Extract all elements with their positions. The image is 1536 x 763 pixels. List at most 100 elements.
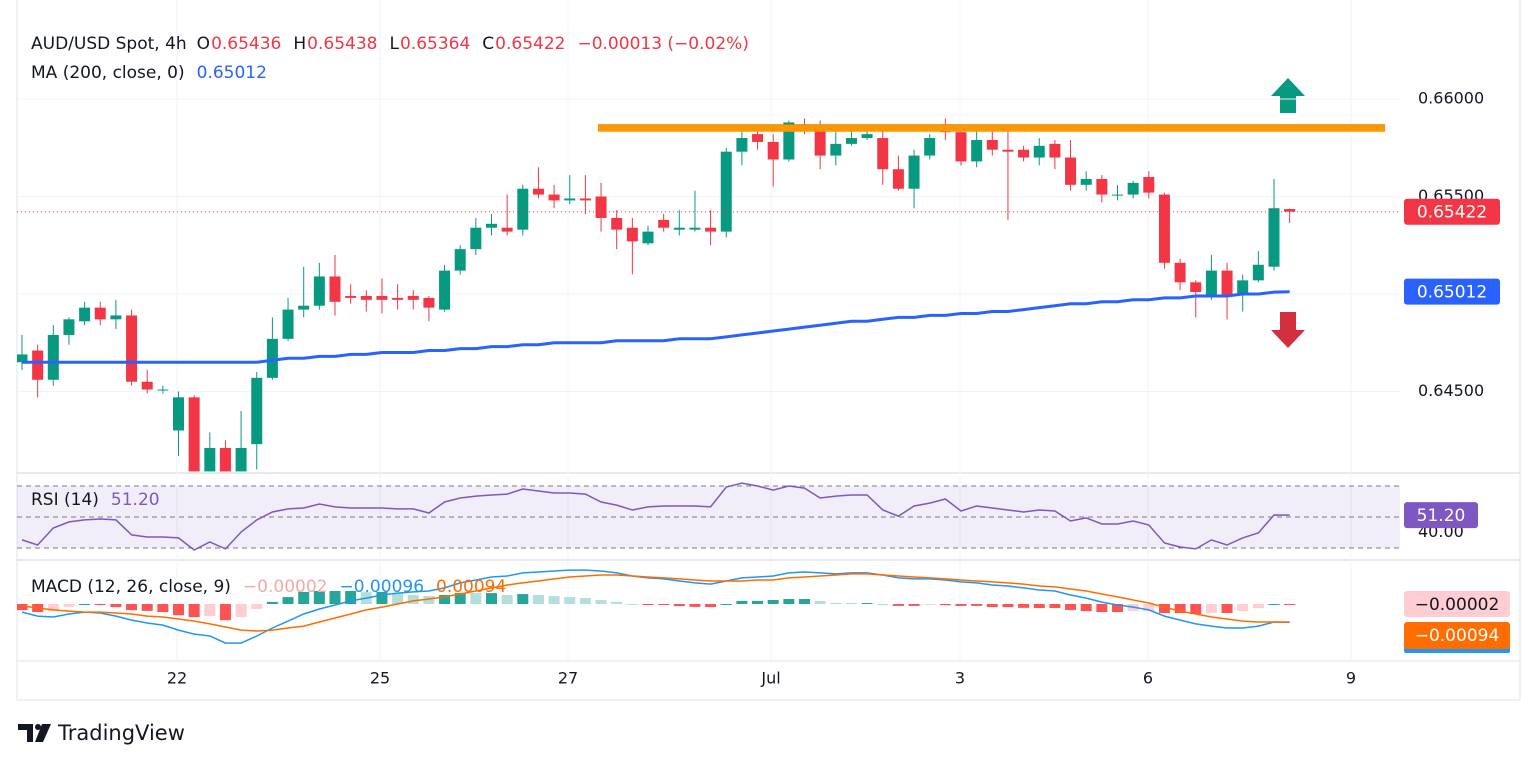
ma-label: 0.65012 (1417, 283, 1487, 303)
histogram-bar (1158, 604, 1170, 614)
histogram-bar (47, 604, 59, 612)
candle-body (329, 276, 341, 302)
histogram-bar (1174, 604, 1186, 614)
candle-body (642, 231, 654, 244)
candle-body (689, 227, 701, 230)
histogram-bar (1002, 604, 1014, 608)
candle-body (861, 134, 873, 139)
histogram-bar (126, 604, 138, 611)
candle-body (282, 309, 294, 339)
rsi-badge (1404, 502, 1478, 529)
histogram-bar (705, 604, 717, 608)
candle-body (877, 138, 889, 170)
histogram-bar (611, 601, 623, 604)
histogram-bar (532, 594, 544, 604)
candle-body (1127, 182, 1139, 195)
candle-body (517, 188, 529, 230)
candle-body (767, 141, 779, 160)
up-arrow (1271, 78, 1305, 113)
y-tick-label: 0.66000 (1418, 89, 1484, 108)
candle-body (1268, 208, 1280, 267)
histogram-bar (955, 604, 967, 606)
ohlc-value: 0.65436 (211, 34, 281, 54)
candle-body (1033, 145, 1045, 158)
candle-body (501, 227, 513, 232)
rsi-pane (17, 482, 1400, 551)
candle-body (736, 138, 748, 152)
logo-mark (35, 724, 41, 730)
histogram-bar (689, 604, 701, 607)
candle-body (1237, 280, 1249, 295)
histogram-bar (767, 599, 779, 604)
logo (18, 724, 51, 742)
candle-body (830, 143, 842, 156)
last-price-badge (1404, 198, 1500, 225)
histogram-bar (626, 604, 638, 605)
histogram-bar (251, 604, 263, 609)
candle-body (673, 227, 685, 230)
candle-body (141, 381, 153, 390)
logo-mark (18, 724, 33, 742)
histogram-bar (720, 604, 732, 605)
macd-title: MACD (12, 26, close, 9) (31, 577, 231, 597)
histogram-bar (1112, 604, 1123, 613)
histogram-bar (939, 604, 951, 606)
ma-value: 0.65012 (197, 63, 267, 83)
ma-badge (1404, 278, 1500, 305)
ohlc-key: H (293, 34, 306, 54)
candle-body (407, 295, 419, 300)
ohlc-key: C (482, 34, 494, 54)
signal-line (21, 573, 1290, 632)
histogram-bar (517, 594, 529, 604)
candle-body (126, 315, 138, 382)
candle-body (892, 169, 904, 189)
histogram-bar (376, 591, 388, 604)
histogram-bar (298, 591, 310, 604)
annotation-arrows (1271, 78, 1305, 348)
candle-body (1252, 264, 1264, 281)
histogram-bar (219, 604, 231, 621)
chart-title: AUD/USD Spot, 4h (31, 34, 187, 54)
histogram-bar (501, 594, 513, 604)
candle-body (1065, 157, 1077, 185)
histogram-bar (486, 593, 497, 604)
histogram-bar (877, 604, 889, 605)
candle-body (17, 354, 28, 363)
change-text: −0.00013 (−0.02%) (577, 34, 748, 54)
histogram-bar (564, 597, 576, 604)
rsi-line (21, 482, 1290, 551)
candle-body (345, 295, 357, 298)
histogram-bar (157, 604, 169, 613)
candle-body (814, 126, 826, 156)
histogram-bar (188, 604, 200, 618)
histogram-bar (345, 590, 357, 604)
histogram-bar (423, 595, 435, 604)
candle-body (1284, 208, 1296, 212)
histogram-bar (1049, 604, 1061, 609)
candle-body (658, 219, 670, 228)
candle-body (1018, 149, 1030, 158)
histogram-bar (783, 599, 795, 604)
rsi-title: RSI (14) (31, 490, 99, 510)
candle-body (157, 389, 169, 391)
x-tick-label: 3 (955, 669, 965, 688)
candle-body (1049, 143, 1061, 158)
histogram-bar (141, 604, 153, 611)
histogram-bar (673, 604, 685, 607)
candle-body (532, 188, 544, 195)
histogram-bar (908, 604, 920, 606)
candle-body (173, 397, 184, 431)
ma-title: MA (200, close, 0) (31, 63, 185, 83)
histogram-bar (845, 603, 857, 605)
histogram-bar (642, 604, 654, 605)
histogram-bar (1143, 604, 1155, 611)
histogram-bar (392, 593, 404, 604)
x-tick-label: 27 (558, 669, 578, 688)
ohlc-value: 0.65364 (400, 34, 470, 54)
histogram-bar (454, 592, 466, 604)
candle-body (579, 198, 591, 201)
candle-body (1174, 262, 1186, 283)
candle-body (298, 305, 310, 310)
histogram-bar (1284, 604, 1296, 605)
histogram-bar (1033, 604, 1045, 609)
